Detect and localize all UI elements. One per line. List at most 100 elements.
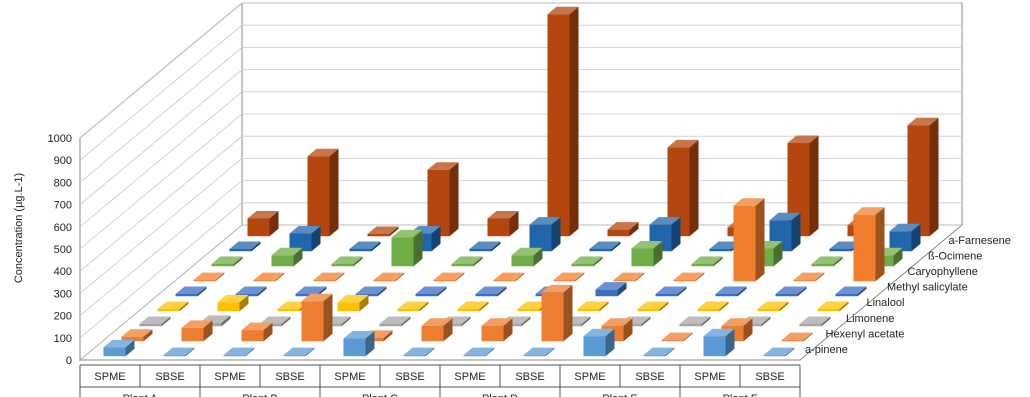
gridline	[79, 24, 962, 161]
bar-front	[223, 355, 246, 357]
bar-front	[811, 264, 834, 267]
bar-side	[359, 294, 369, 312]
bar-front	[541, 292, 564, 342]
bar-front	[577, 309, 600, 312]
bar	[793, 272, 825, 282]
bar-top	[223, 347, 255, 356]
bar-side	[461, 316, 471, 327]
bar-top	[181, 320, 213, 328]
bar-side	[719, 301, 729, 312]
bar-top	[103, 339, 135, 348]
bar	[259, 316, 291, 327]
bar-front	[307, 156, 330, 237]
bar-front	[463, 355, 486, 357]
bar-front	[475, 294, 498, 297]
bar-top	[343, 331, 375, 339]
bar-top	[139, 316, 171, 324]
bar-side	[215, 272, 225, 282]
bar	[301, 293, 333, 342]
x-method-label: SPME	[694, 371, 725, 383]
depth-label: a-pinene	[805, 344, 848, 356]
bar-front	[835, 294, 858, 297]
bar-front	[595, 289, 618, 297]
bar-side	[365, 331, 375, 357]
bar-front	[481, 325, 504, 342]
y-tick-label: 1000	[48, 133, 72, 145]
bar	[469, 241, 501, 252]
x-method-label: SPME	[334, 371, 365, 383]
gridline	[79, 113, 962, 250]
bar-front	[337, 302, 360, 312]
bar-top	[775, 286, 807, 294]
depth-label: Caryophyllene	[908, 266, 978, 278]
x-method-label: SBSE	[155, 371, 184, 383]
bar-top	[553, 272, 585, 281]
bar-top	[679, 316, 711, 324]
bar-top	[193, 272, 225, 281]
bar	[637, 301, 669, 312]
bar-side	[443, 318, 453, 342]
bar-side	[293, 247, 303, 267]
bar-side	[929, 117, 939, 237]
bar-front	[643, 355, 666, 357]
bar	[283, 347, 315, 357]
bar	[775, 286, 807, 297]
bar-top	[295, 286, 327, 294]
bar-top	[259, 316, 291, 324]
bar-front	[691, 264, 714, 267]
bar-front	[175, 294, 198, 297]
bar	[679, 316, 711, 327]
bar-side	[773, 241, 783, 267]
bar-side	[623, 318, 633, 342]
bar-front	[793, 280, 816, 282]
bar	[181, 320, 213, 342]
bar-top	[457, 301, 489, 309]
bar-top	[313, 272, 345, 281]
bar-side	[437, 286, 447, 297]
bar	[529, 217, 561, 252]
bar-side	[515, 272, 525, 282]
bar-front	[553, 280, 576, 282]
bar-front	[367, 234, 390, 237]
y-axis-label: Concentration (µg.L-1)	[13, 173, 25, 283]
bar-side	[617, 282, 627, 297]
bar	[781, 332, 813, 342]
bar	[511, 247, 543, 267]
bar-front	[433, 280, 456, 282]
bar	[607, 222, 639, 237]
bar-front	[517, 309, 540, 312]
x-method-label: SPME	[214, 371, 245, 383]
bar-top	[655, 286, 687, 294]
bar-top	[835, 286, 867, 294]
bar	[343, 331, 375, 357]
bar	[715, 286, 747, 297]
bar-top	[637, 301, 669, 309]
bar-front	[241, 330, 264, 342]
bar	[811, 256, 843, 267]
bar-front	[733, 205, 756, 282]
bar-side	[629, 222, 639, 237]
bar-top	[421, 318, 453, 326]
bar-top	[337, 294, 369, 303]
bar-side	[377, 286, 387, 297]
bar-top	[511, 247, 543, 256]
bar-top	[379, 316, 411, 324]
gridline	[79, 224, 962, 361]
bar	[763, 347, 795, 357]
bar-front	[829, 249, 852, 252]
x-method-label: SBSE	[275, 371, 304, 383]
bar-front	[667, 147, 690, 237]
bar-front	[397, 309, 420, 312]
gridline	[79, 135, 962, 272]
depth-label: a-Farnesene	[949, 235, 1011, 247]
bar-side	[263, 322, 273, 342]
x-method-label: SBSE	[755, 371, 784, 383]
bar-top	[121, 329, 153, 337]
bar-front	[421, 325, 444, 342]
bar	[577, 301, 609, 312]
bar-side	[269, 211, 279, 237]
y-tick-label: 500	[54, 244, 72, 256]
bar-front	[529, 224, 552, 252]
bar-front	[391, 237, 414, 267]
bar-side	[431, 226, 441, 252]
